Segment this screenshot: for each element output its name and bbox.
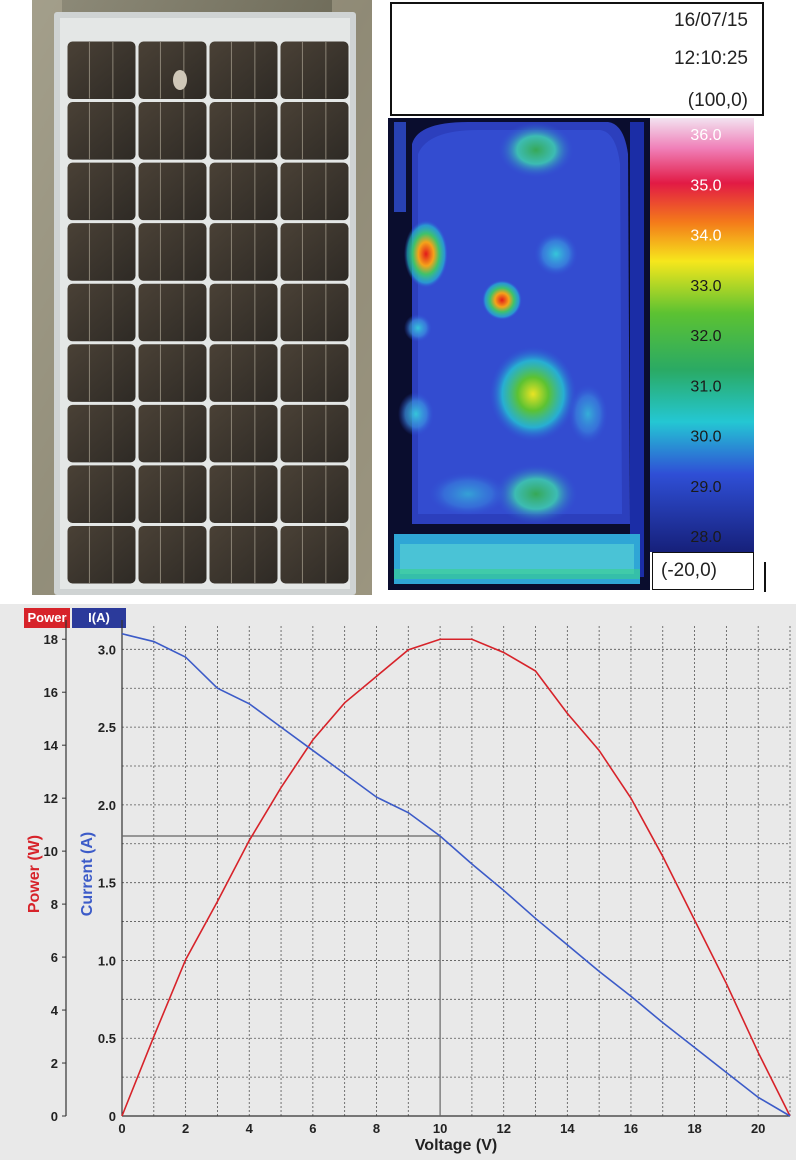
- cell-spot: [173, 70, 187, 90]
- power-tick-label: 14: [44, 738, 59, 753]
- legend-current: I(A): [72, 608, 126, 628]
- thermal-time: 12:10:25: [674, 48, 748, 69]
- x-tick-label: 10: [433, 1121, 447, 1136]
- series-power-line: [121, 638, 791, 1117]
- solar-cell: [67, 344, 136, 402]
- solar-cell: [209, 283, 278, 342]
- scale-label: 36.0: [690, 127, 721, 144]
- temperature-scale-bar: [650, 118, 754, 552]
- thermal-header: 16/07/15 12:10:25 (100,0): [390, 2, 764, 116]
- power-tick-label: 0: [51, 1109, 58, 1124]
- current-tick-label: 1.0: [98, 953, 116, 968]
- x-tick-label: 6: [309, 1121, 316, 1136]
- current-tick-label: 2.0: [98, 798, 116, 813]
- solar-cell: [209, 404, 278, 463]
- x-tick-label: 0: [118, 1121, 125, 1136]
- solar-cell: [138, 404, 207, 463]
- current-tick-label: 2.5: [98, 720, 116, 735]
- power-tick-label: 18: [44, 632, 58, 647]
- solar-cell: [67, 525, 136, 584]
- thermal-top-range: (100,0): [687, 90, 748, 111]
- solar-cell: [280, 41, 349, 100]
- x-tick-label: 20: [751, 1121, 765, 1136]
- x-tick-label: 8: [373, 1121, 380, 1136]
- solar-cell: [67, 162, 136, 221]
- power-tick-label: 12: [44, 791, 58, 806]
- scale-label: 35.0: [690, 177, 721, 194]
- solar-cell: [138, 223, 207, 281]
- solar-panel-photo: [32, 0, 372, 595]
- solar-cell: [280, 283, 349, 342]
- power-tick-label: 16: [44, 685, 58, 700]
- solar-cell: [209, 102, 278, 160]
- scale-label: 29.0: [690, 479, 721, 496]
- solar-cell: [138, 283, 207, 342]
- scale-label: 34.0: [690, 228, 721, 245]
- thermal-heatmap: 36.0 35.0 34.0 33.0 32.0 31.0 30.0 29.0 28.0: [388, 118, 754, 590]
- solar-cell: [209, 162, 278, 221]
- current-tick-label: 0: [109, 1109, 116, 1124]
- cursor-mark: [764, 562, 766, 592]
- thermal-image-panel: 16/07/15 12:10:25 (100,0): [388, 0, 768, 595]
- solar-cell: [280, 404, 349, 463]
- power-tick-label: 2: [51, 1056, 58, 1071]
- y-axis-label-current: Current (A): [79, 832, 96, 916]
- solar-cell: [138, 525, 207, 584]
- solar-cell: [138, 465, 207, 523]
- x-tick-label: 12: [496, 1121, 510, 1136]
- thermal-date: 16/07/15: [674, 10, 748, 31]
- solar-cell: [67, 102, 136, 160]
- scale-label: 33.0: [690, 278, 721, 295]
- legend-power: Power: [24, 608, 70, 628]
- x-tick-label: 16: [624, 1121, 638, 1136]
- x-tick-label: 2: [182, 1121, 189, 1136]
- power-tick-label: 4: [51, 1003, 59, 1018]
- solar-cell: [280, 162, 349, 221]
- x-tick-label: 4: [246, 1121, 254, 1136]
- solar-cell: [280, 102, 349, 160]
- solar-cell: [280, 525, 349, 584]
- solar-cell: [209, 344, 278, 402]
- scale-label: 31.0: [690, 378, 721, 395]
- current-tick-label: 0.5: [98, 1031, 116, 1046]
- series-current-line: [121, 633, 791, 1117]
- x-tick-label: 14: [560, 1121, 575, 1136]
- solar-cell: [67, 223, 136, 281]
- solar-cell: [138, 41, 207, 100]
- solar-cell: [280, 344, 349, 402]
- solar-cell: [67, 41, 136, 100]
- solar-cell: [138, 162, 207, 221]
- current-tick-label: 3.0: [98, 642, 116, 657]
- solar-panel-illustration: [32, 0, 372, 595]
- x-tick-label: 18: [687, 1121, 701, 1136]
- solar-cell: [209, 41, 278, 100]
- power-tick-label: 6: [51, 950, 58, 965]
- solar-cell: [280, 465, 349, 523]
- solar-cell: [138, 102, 207, 160]
- x-axis-label: Voltage (V): [415, 1137, 497, 1154]
- solar-cell: [67, 465, 136, 523]
- power-tick-label: 10: [44, 844, 58, 859]
- solar-cell: [280, 223, 349, 281]
- solar-cell: [209, 465, 278, 523]
- solar-cell: [209, 525, 278, 584]
- thermal-bottom-range: (-20,0): [652, 552, 754, 590]
- current-tick-label: 1.5: [98, 876, 116, 891]
- y-axis-label-power: Power (W): [26, 835, 43, 913]
- solar-cell: [67, 404, 136, 463]
- iv-power-chart: 0 2 4 6 8 10 12 14 16 18 20 0 2 4 6 8 10 12 14 16 18 0 0.5 1.0 1…: [26, 620, 791, 1154]
- scale-label: 30.0: [690, 429, 721, 446]
- iv-chart-area: [0, 604, 796, 1160]
- solar-cell: [67, 283, 136, 342]
- scale-label: 28.0: [690, 529, 721, 546]
- solar-cell: [209, 223, 278, 281]
- power-tick-label: 8: [51, 897, 58, 912]
- solar-cell: [138, 344, 207, 402]
- scale-label: 32.0: [690, 328, 721, 345]
